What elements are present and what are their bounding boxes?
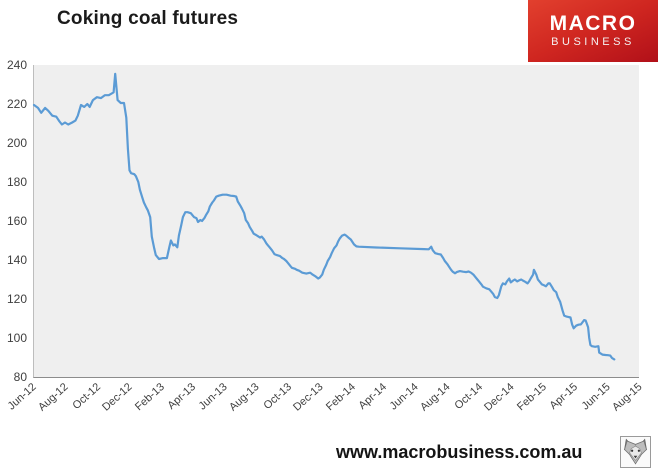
macrobusiness-logo: MACRO BUSINESS [528,0,658,62]
y-axis-tick-label: 100 [6,331,27,345]
website-url: www.macrobusiness.com.au [336,442,583,462]
logo-business-text: BUSINESS [551,36,635,48]
y-axis-tick-label: 160 [6,214,27,228]
y-axis-tick-label: 120 [6,292,27,306]
wolf-face-drawing [624,438,647,465]
logo-macro-text: MACRO [549,12,637,35]
wolf-logo-icon [620,436,651,468]
y-axis-tick-label: 200 [6,136,27,150]
y-axis-tick-label: 240 [6,58,27,72]
price-line-chart [32,72,616,361]
chart-title: Coking coal futures [57,8,239,29]
plot-area [32,65,639,378]
price-line [32,72,616,361]
y-axis-tick-label: 180 [6,175,27,189]
y-axis-tick-label: 140 [6,253,27,267]
y-axis-tick-label: 220 [6,97,27,111]
y-axis-tick-label: 80 [13,370,27,384]
